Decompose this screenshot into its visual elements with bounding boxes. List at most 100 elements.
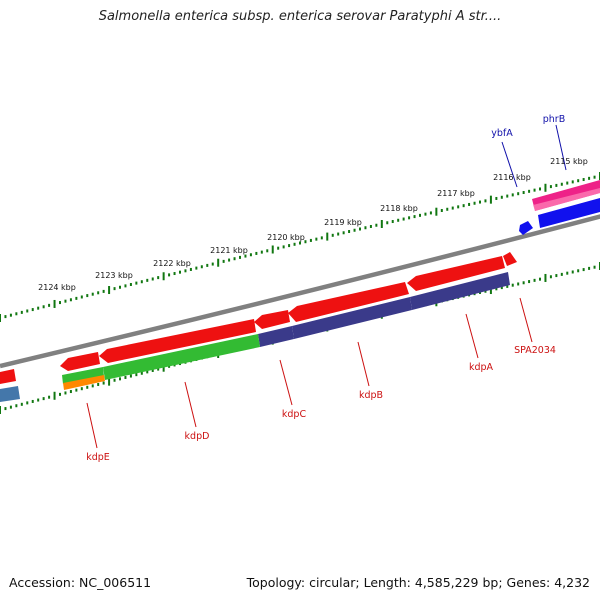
outer-ruler-minor-tick [495,196,498,200]
tick-label-2119: 2119 kbp [324,218,362,227]
inner-ruler-minor-tick [102,381,105,385]
outer-ruler-minor-tick [129,282,132,286]
outer-ruler-minor-tick [59,301,61,305]
label-ybfA-text: ybfA [491,128,513,139]
outer-ruler-minor-tick [233,257,236,261]
outer-ruler-minor-tick [506,194,509,198]
outer-ruler-minor-tick [97,291,100,295]
outer-ruler-minor-tick [375,223,378,227]
outer-ruler-minor-tick [484,199,487,203]
label-kdpD: kdpD [184,381,209,442]
outer-ruler-minor-tick [353,228,356,232]
tick-label-2116: 2116 kbp [493,173,531,182]
outer-ruler-major-tick [435,207,438,216]
inner-ruler-minor-tick [4,407,7,411]
genome-summary: Topology: circular; Length: 4,585,229 bp… [246,575,590,590]
inner-ruler-minor-tick [511,283,514,287]
outer-ruler-minor-tick [135,281,138,285]
inner-ruler [0,262,600,414]
outer-ruler-minor-tick [168,273,171,277]
outer-ruler-minor-tick [369,224,372,228]
outer-ruler-major-tick [108,286,111,295]
outer-ruler-minor-tick [331,233,334,237]
label-SPA2034: SPA2034 [514,297,556,356]
inner-ruler-minor-tick [555,274,558,278]
outer-ruler-minor-tick [517,192,520,196]
outer-ruler-major-tick [162,272,165,281]
outer-ruler-minor-tick [266,249,269,253]
label-phrB-text: phrB [543,114,565,125]
gene-kdpC-bar[interactable] [254,310,290,329]
gene-kdpD-bar[interactable] [99,319,256,363]
outer-ruler-minor-tick [189,267,192,271]
outer-ruler-minor-tick [359,227,361,231]
outer-ruler-minor-tick [80,295,83,299]
gene-ybfA-bar[interactable] [538,198,600,228]
inner-ruler-minor-tick [588,266,591,270]
outer-ruler-minor-tick [315,237,318,241]
gene-kdpB-bar[interactable] [288,282,409,322]
label-kdpC-text: kdpC [282,409,307,420]
outer-ruler-minor-tick [588,176,591,180]
inner-ruler-minor-tick [593,265,596,269]
inner-ruler-minor-tick [64,391,67,395]
outer-ruler-minor-tick [500,195,503,199]
gene-small-blue-arrow[interactable] [519,221,533,235]
outer-ruler-major-tick [380,219,383,228]
outer-ruler-minor-tick [402,217,405,221]
inner-ruler-minor-tick [129,374,132,378]
outer-ruler-minor-tick [364,226,367,230]
outer-ruler-minor-tick [293,242,296,246]
band-steel-left [0,386,20,402]
inner-ruler-minor-tick [157,367,160,371]
outer-ruler-minor-tick [20,310,23,314]
outer-ruler-minor-tick [211,262,214,266]
outer-ruler-minor-tick [48,303,51,307]
inner-ruler-minor-tick [582,268,585,272]
inner-ruler-major-tick [544,273,547,282]
gene-kdpA-bar[interactable] [407,256,505,291]
inner-ruler-major-tick [53,391,56,400]
inner-ruler-major-tick [0,406,1,414]
inner-ruler-minor-tick [549,275,552,279]
outer-ruler-minor-tick [539,187,541,191]
outer-ruler-minor-tick [299,241,301,245]
outer-ruler-minor-tick [200,265,203,269]
inner-ruler-minor-tick [151,368,154,372]
outer-ruler-minor-tick [533,188,536,192]
outer-ruler-minor-tick [244,254,247,258]
outer-ruler-minor-tick [593,175,596,179]
outer-ruler-minor-tick [479,200,481,204]
inner-ruler-minor-tick [140,371,143,375]
outer-ruler-major-tick [326,232,329,241]
outer-ruler-minor-tick [184,269,187,273]
inner-ruler-minor-tick [560,272,563,276]
label-kdpA: kdpA [465,313,494,373]
gene-kdpE-bar[interactable] [60,352,100,371]
label-kdpB-text: kdpB [359,390,383,401]
inner-ruler-minor-tick [80,387,83,391]
band-navy-B [292,297,412,339]
outer-ruler-minor-tick [69,298,72,302]
gene-SPA2034-bar[interactable] [503,252,517,266]
outer-ruler-minor-tick [222,259,225,263]
outer-ruler-minor-tick [577,179,580,183]
outer-ruler-minor-tick [304,240,307,244]
inner-ruler-minor-tick [48,395,51,399]
inner-ruler-minor-tick [15,404,18,408]
inner-ruler-minor-tick [495,287,498,291]
band-navy-C [258,326,294,347]
genome-title: Salmonella enterica subsp. enterica sero… [98,9,502,24]
label-kdpA-text: kdpA [469,362,494,373]
tick-label-2122: 2122 kbp [153,259,191,268]
inner-ruler-minor-tick [539,277,541,281]
outer-ruler-minor-tick [277,246,280,250]
tick-label-2117: 2117 kbp [437,189,475,198]
outer-ruler-minor-tick [288,244,291,248]
label-ybfA: ybfA [491,128,518,188]
inner-ruler-minor-tick [522,281,525,285]
tick-label-2115: 2115 kbp [550,157,588,166]
outer-ruler-minor-tick [75,296,78,300]
gene-left-red-bar[interactable] [0,369,16,384]
band-navy-A [410,272,510,310]
